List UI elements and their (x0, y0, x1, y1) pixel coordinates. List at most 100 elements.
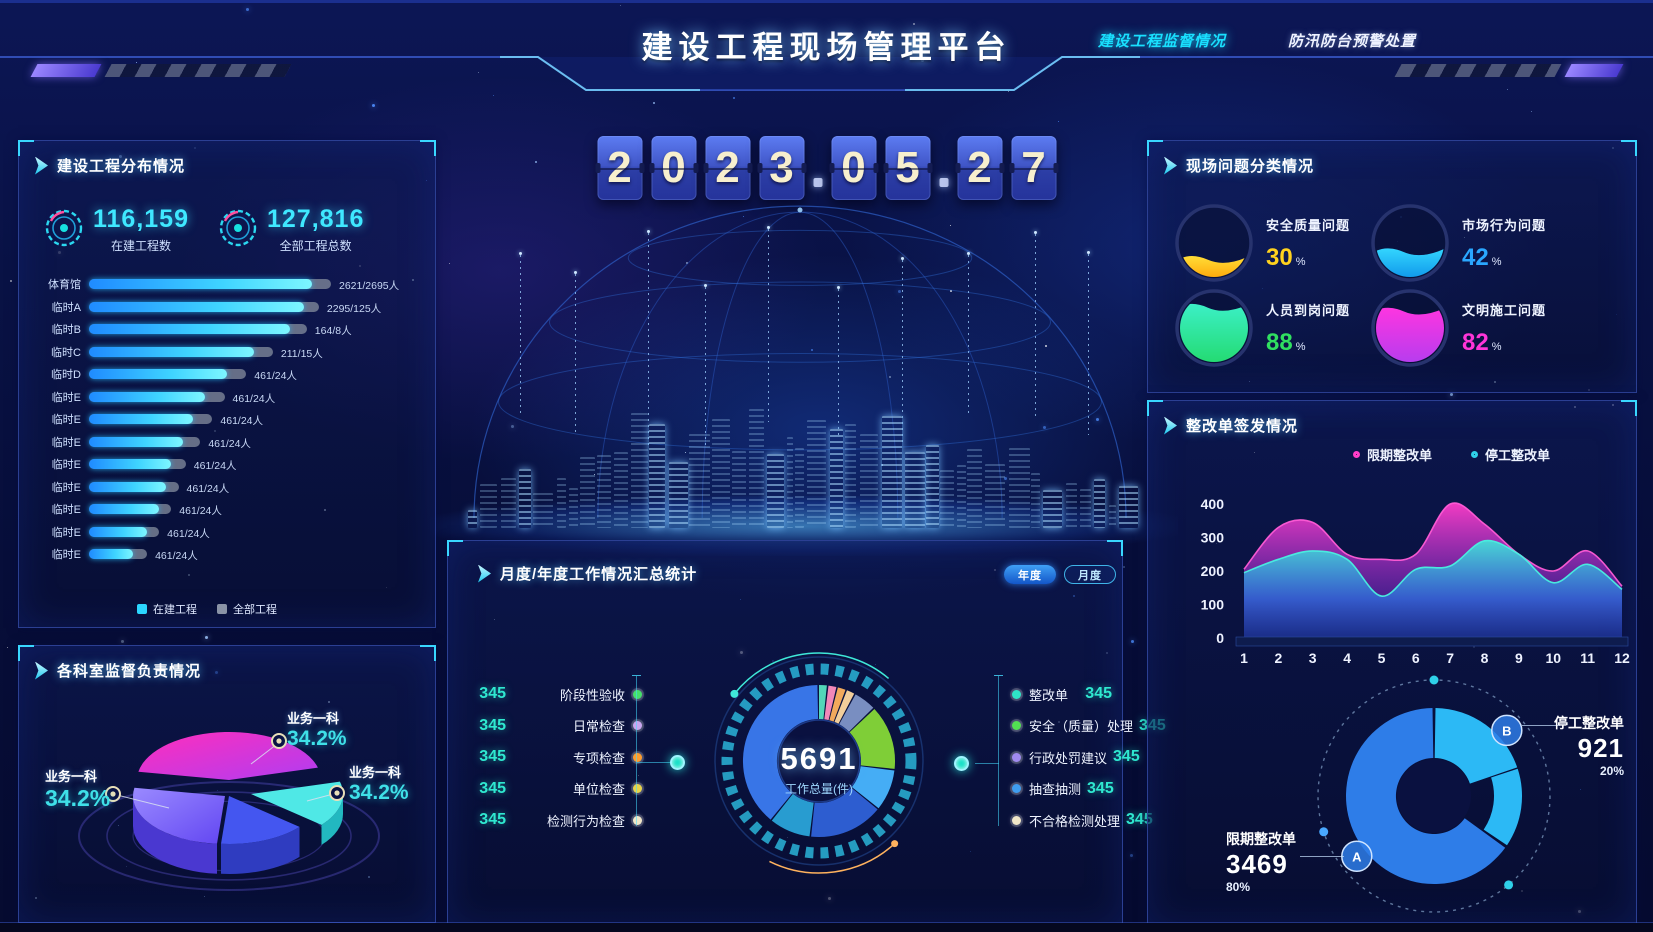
work-total-label: 工作总量(件) (785, 782, 853, 796)
svg-text:0: 0 (1216, 630, 1224, 646)
building (731, 450, 747, 528)
pie-slice-name: 业务一科 (287, 711, 340, 726)
building (939, 469, 954, 528)
flip-hinge (649, 163, 654, 173)
bar-category-label: 临时C (51, 346, 81, 359)
work-item-label: 不合格检测处理 (1029, 813, 1121, 829)
bar-value-label: 461/24人 (179, 505, 222, 517)
area-legend-item[interactable]: 停工整改单 (1471, 445, 1550, 464)
building (904, 451, 925, 528)
star (9, 279, 12, 282)
work-item-left[interactable]: 345 日常检查 (464, 715, 642, 737)
work-item-right[interactable]: 不合格检测处理 345 (1012, 809, 1153, 831)
building (614, 452, 629, 528)
flip-hinge-line (705, 168, 750, 170)
liquid-gauge-circle (1371, 204, 1449, 282)
bar-zone: 461/24人 (89, 526, 331, 540)
area-legend-item[interactable]: 限期整改单 (1353, 445, 1432, 464)
work-item-dot (633, 689, 642, 699)
svg-text:400: 400 (1201, 496, 1225, 512)
work-item-right[interactable]: 整改单 345 (1012, 683, 1112, 705)
flip-hinge (595, 163, 600, 173)
bar-zone: 461/24人 (89, 436, 331, 450)
building (749, 408, 765, 528)
work-item-left[interactable]: 345 阶段性验收 (464, 683, 642, 705)
legend-label: 停工整改单 (1485, 448, 1551, 463)
legend-label: 在建工程 (153, 604, 197, 616)
building (1066, 483, 1077, 528)
date-flip-card: 0 (829, 136, 878, 200)
panel-title: 建设工程分布情况 (57, 158, 186, 175)
flip-hinge (999, 163, 1004, 173)
donut-slice-value: 3469 (1226, 849, 1288, 879)
work-item-left[interactable]: 345 单位检查 (464, 778, 642, 800)
donut-slice-a (1345, 708, 1506, 884)
flip-hinge (883, 163, 888, 173)
work-item-left[interactable]: 345 专项检查 (464, 746, 642, 768)
bar-in-progress (89, 391, 206, 402)
gauge-text: 安全质量问题 30% (1266, 215, 1350, 272)
legend-item[interactable]: 全部工程 (217, 601, 277, 617)
liquid-gauge-circle (1371, 289, 1449, 367)
toggle-month-button[interactable]: 月度 (1064, 565, 1116, 584)
panel-title: 月度/年度工作情况汇总统计 (500, 566, 698, 583)
star (246, 8, 250, 11)
work-item-value: 345 (1126, 811, 1153, 828)
bar-category-label: 临时E (51, 459, 81, 471)
building (926, 444, 939, 528)
stat-gauge-icon (219, 209, 257, 247)
star (1004, 477, 1008, 480)
donut-label-stop-work: 停工整改单 921 20% (1484, 713, 1624, 778)
gauge-value: 88% (1266, 328, 1306, 356)
bar-in-progress (89, 369, 227, 379)
connector-node-right (954, 756, 969, 771)
svg-text:200: 200 (1201, 563, 1225, 579)
building (480, 484, 498, 528)
network-dome (473, 205, 1127, 519)
tab-construction-supervision[interactable]: 建设工程监督情况 (1098, 33, 1227, 50)
stat-value: 116,159 (93, 205, 189, 233)
bar-category-label: 临时D (51, 369, 81, 381)
bar-row: 临时A 2295/125人 (31, 297, 431, 317)
liquid-gauge: 人员到岗问题 88% (1174, 286, 1404, 370)
work-donut-slice (834, 690, 855, 724)
bar-zone: 461/24人 (89, 549, 331, 562)
work-item-dot (1012, 815, 1021, 825)
flip-hinge (639, 163, 644, 173)
work-item-left[interactable]: 345 检测行为检查 (464, 809, 642, 831)
svg-text:300: 300 (1201, 530, 1225, 546)
stat-projects-in-progress: 116,159 在建工程数 (43, 207, 189, 254)
flip-hinge (955, 163, 960, 173)
donut-label-deadline: 限期整改单 3469 80% (1226, 829, 1296, 894)
legend-item[interactable]: 在建工程 (137, 601, 197, 617)
work-item-right[interactable]: 行政处罚建议 345 (1012, 746, 1140, 768)
gauge-value: 30% (1266, 243, 1306, 271)
flip-hinge (703, 163, 708, 173)
building (1118, 485, 1138, 528)
bar-value-label: 461/24人 (220, 415, 264, 427)
work-item-label: 安全（质量）处理 (1029, 719, 1134, 734)
work-item-right[interactable]: 抽查抽测 345 (1012, 778, 1114, 800)
toggle-year-button[interactable]: 年度 (1004, 565, 1056, 584)
stat-value: 127,816 (267, 205, 365, 233)
work-donut-slice (829, 687, 846, 722)
building (1109, 505, 1116, 528)
tab-flood-warning[interactable]: 防汛防台预警处置 (1288, 33, 1417, 50)
svg-text:11: 11 (1580, 650, 1595, 666)
work-donut-slice (839, 694, 874, 732)
flip-hinge-line (651, 168, 696, 170)
flip-hinge-line (885, 168, 930, 170)
stat-projects-total: 127,816 全部工程总数 (217, 207, 364, 254)
date-digit: 0 (841, 143, 866, 192)
building (556, 478, 566, 528)
pie-slice-name: 业务一科 (349, 765, 402, 780)
star (7, 646, 9, 648)
work-item-label: 行政处罚建议 (1029, 750, 1108, 766)
flip-hinge-line (1011, 168, 1056, 170)
flip-hinge (801, 163, 806, 173)
work-item-label: 整改单 (1029, 687, 1069, 703)
bar-in-progress (89, 504, 160, 514)
work-donut-slice (851, 766, 895, 809)
